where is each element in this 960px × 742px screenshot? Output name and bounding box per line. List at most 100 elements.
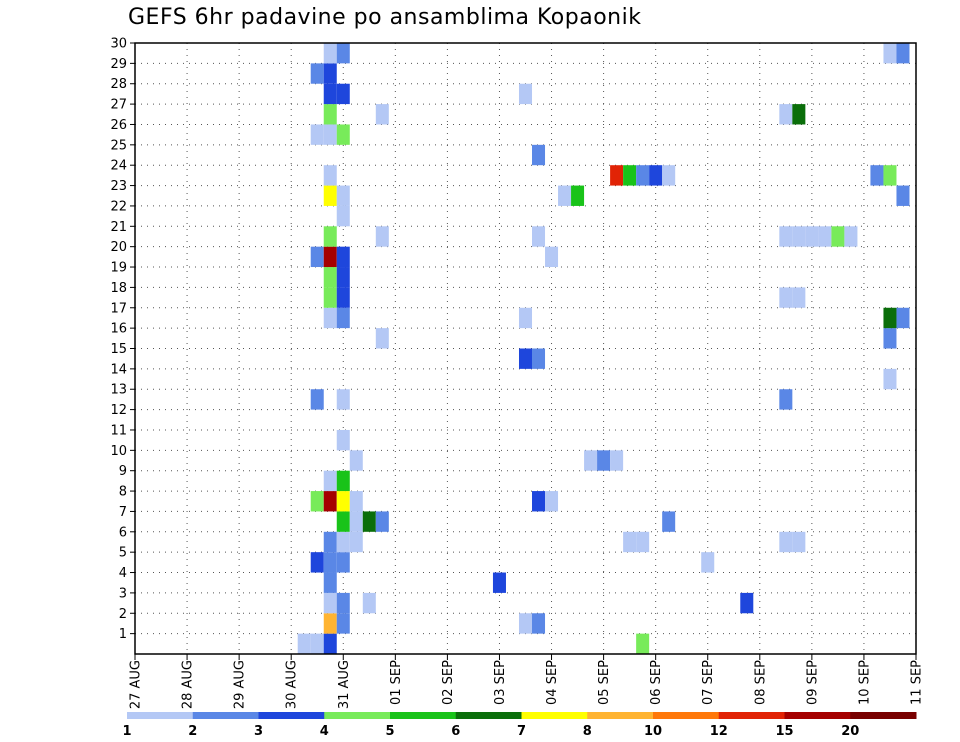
heatmap-cell <box>532 226 546 247</box>
x-tick-label: 27 AUG <box>129 660 144 709</box>
heatmap-cell <box>375 328 389 349</box>
heatmap-cell <box>336 470 350 492</box>
y-tick-label: 3 <box>119 586 127 601</box>
colorbar-label: 7 <box>517 724 526 739</box>
heatmap-cell <box>349 491 363 512</box>
y-tick-label: 29 <box>110 57 127 72</box>
heatmap-cell <box>310 124 324 145</box>
heatmap-cell <box>636 531 650 553</box>
x-tick-label: 10 SEP <box>857 660 872 705</box>
heatmap-cell <box>297 633 311 654</box>
y-tick-label: 5 <box>119 546 127 561</box>
colorbar-label: 10 <box>644 724 662 739</box>
y-tick-label: 30 <box>110 37 127 52</box>
heatmap-cell <box>518 613 533 634</box>
colorbar-segment <box>521 712 588 719</box>
heatmap-cell <box>610 165 624 186</box>
heatmap-cell <box>532 491 546 512</box>
colorbar: 1 2 3 4 5 6 7 8 10 12 15 20 <box>122 712 917 739</box>
heatmap-cell <box>545 246 559 268</box>
heatmap-cell <box>323 185 337 206</box>
colorbar-segment <box>390 712 457 719</box>
heatmap-cell <box>518 307 533 329</box>
heatmap-cell <box>896 185 910 206</box>
colorbar-label: 4 <box>320 724 329 739</box>
colorbar-segment <box>127 712 194 719</box>
heatmap-cell <box>844 226 858 247</box>
colorbar-label: 3 <box>254 724 263 739</box>
y-tick-label: 21 <box>110 220 127 235</box>
x-tick-label: 28 AUG <box>181 660 196 709</box>
x-tick-label: 07 SEP <box>701 660 716 705</box>
heatmap-cell <box>518 348 533 369</box>
heatmap-cell <box>636 165 650 186</box>
heatmap-cell <box>362 511 376 532</box>
heatmap-cell <box>883 165 897 186</box>
colorbar-segment <box>324 712 391 719</box>
heatmap-cell <box>831 226 845 247</box>
heatmap-cell <box>323 531 337 553</box>
x-tick-label: 01 SEP <box>389 660 404 705</box>
y-tick-label: 25 <box>110 138 127 153</box>
heatmap-cell <box>792 531 806 553</box>
heatmap-cell <box>323 470 337 492</box>
x-tick-label: 30 AUG <box>285 660 300 709</box>
x-tick-label: 02 SEP <box>441 660 456 705</box>
y-tick-label: 18 <box>110 281 127 296</box>
heatmap-cell <box>349 531 363 553</box>
heatmap-cell <box>805 226 819 247</box>
heatmap-cell <box>323 165 337 186</box>
heatmap-cell <box>701 552 715 573</box>
colorbar-label: 12 <box>710 724 728 739</box>
heatmap-cell <box>896 43 910 64</box>
heatmap-cell <box>323 104 337 125</box>
heatmap-cell <box>349 450 363 471</box>
colorbar-label: 2 <box>188 724 197 739</box>
heatmap-cell <box>336 83 350 105</box>
plot-frame <box>134 42 917 655</box>
heatmap-cell <box>597 450 611 471</box>
colorbar-label: 1 <box>122 724 131 739</box>
heatmap-cell <box>323 572 337 593</box>
y-tick-label: 11 <box>110 423 127 438</box>
heatmap-cell <box>310 552 324 573</box>
heatmap-cell <box>336 552 350 573</box>
heatmap-cell <box>571 185 585 206</box>
y-tick-label: 22 <box>110 199 127 214</box>
heatmap-cell <box>336 185 350 206</box>
y-tick-label: 23 <box>110 179 127 194</box>
y-tick-label: 24 <box>110 159 127 174</box>
y-tick-label: 15 <box>110 342 127 357</box>
chart-title: GEFS 6hr padavine po ansamblima Kopaonik <box>128 5 642 30</box>
y-tick-label: 27 <box>110 98 127 113</box>
heatmap-cell <box>336 613 350 634</box>
colorbar-segment <box>653 712 720 719</box>
colorbar-segment <box>258 712 325 719</box>
heatmap-cell <box>336 389 350 410</box>
y-tick-label: 14 <box>110 362 127 377</box>
colorbar-segment <box>455 712 522 719</box>
heatmap-cell <box>323 124 337 145</box>
heatmap-cell <box>636 633 650 654</box>
y-tick-label: 12 <box>110 403 127 418</box>
heatmap-cell <box>323 63 337 84</box>
heatmap-cell <box>323 267 337 288</box>
colorbar-segment <box>587 712 654 719</box>
x-tick-label: 05 SEP <box>597 660 612 705</box>
heatmap-cell <box>323 307 337 329</box>
y-tick-label: 26 <box>110 118 127 133</box>
heatmap-cell <box>883 368 897 390</box>
heatmap-cell <box>740 592 754 614</box>
x-tick-label: 04 SEP <box>545 660 560 705</box>
heatmap-cell <box>336 124 350 145</box>
heatmap-cell <box>323 552 337 573</box>
heatmap-cell <box>310 389 324 410</box>
colorbar-label: 6 <box>451 724 460 739</box>
colorbar-label: 5 <box>385 724 394 739</box>
heatmap-cell <box>362 592 376 614</box>
heatmap-cell <box>336 307 350 329</box>
heatmap-cell <box>336 267 350 288</box>
heatmap-cell <box>792 226 806 247</box>
colorbar-segment <box>192 712 259 719</box>
heatmap-cell <box>779 104 793 125</box>
